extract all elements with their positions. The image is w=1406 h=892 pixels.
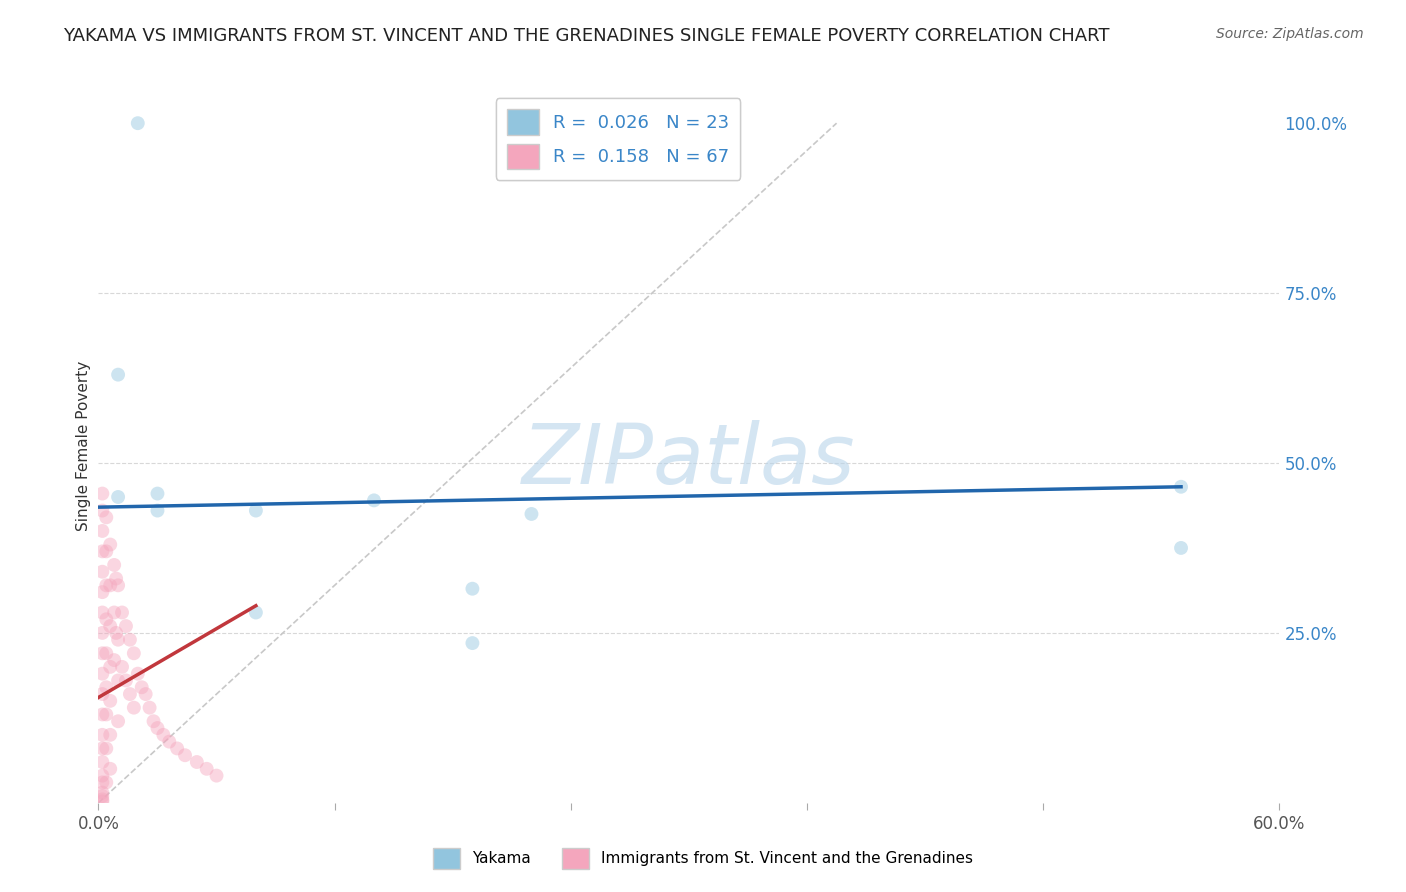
Point xyxy=(195,762,218,776)
Point xyxy=(105,572,128,586)
Point xyxy=(96,680,118,694)
Point xyxy=(520,507,543,521)
Legend: R =  0.026   N = 23, R =  0.158   N = 67: R = 0.026 N = 23, R = 0.158 N = 67 xyxy=(496,98,741,180)
Point xyxy=(96,707,118,722)
Point xyxy=(96,544,118,558)
Point xyxy=(91,741,114,756)
Point xyxy=(103,558,125,572)
Point xyxy=(1170,541,1192,555)
Point xyxy=(152,728,174,742)
Point xyxy=(107,490,129,504)
Point xyxy=(111,606,134,620)
Point xyxy=(245,503,267,517)
Point xyxy=(115,673,138,688)
Point xyxy=(146,503,169,517)
Text: ZIPatlas: ZIPatlas xyxy=(522,420,856,500)
Point xyxy=(122,646,145,660)
Point xyxy=(91,486,114,500)
Point xyxy=(107,673,129,688)
Point xyxy=(98,660,121,674)
Point xyxy=(91,755,114,769)
Point xyxy=(98,537,121,551)
Point xyxy=(91,728,114,742)
Point xyxy=(91,786,114,800)
Point xyxy=(91,565,114,579)
Point xyxy=(107,578,129,592)
Point xyxy=(91,792,114,806)
Point xyxy=(122,700,145,714)
Point xyxy=(245,606,267,620)
Text: Source: ZipAtlas.com: Source: ZipAtlas.com xyxy=(1216,27,1364,41)
Point xyxy=(96,510,118,524)
Point xyxy=(96,646,118,660)
Point xyxy=(91,606,114,620)
Point xyxy=(91,789,114,803)
Point xyxy=(115,619,138,633)
Point xyxy=(174,748,197,763)
Point xyxy=(111,660,134,674)
Point xyxy=(118,632,141,647)
Point xyxy=(127,116,149,130)
Point xyxy=(91,503,114,517)
Point xyxy=(91,687,114,701)
Point xyxy=(91,794,114,808)
Point xyxy=(105,626,128,640)
Point xyxy=(98,694,121,708)
Point xyxy=(461,582,484,596)
Point xyxy=(96,612,118,626)
Point xyxy=(91,775,114,789)
Point xyxy=(91,524,114,538)
Point xyxy=(107,714,129,729)
Point xyxy=(146,721,169,735)
Point xyxy=(103,606,125,620)
Point xyxy=(96,578,118,592)
Point xyxy=(127,666,149,681)
Point xyxy=(131,680,153,694)
Y-axis label: Single Female Poverty: Single Female Poverty xyxy=(76,361,91,531)
Text: YAKAMA VS IMMIGRANTS FROM ST. VINCENT AND THE GRENADINES SINGLE FEMALE POVERTY C: YAKAMA VS IMMIGRANTS FROM ST. VINCENT AN… xyxy=(63,27,1109,45)
Point xyxy=(91,626,114,640)
Point xyxy=(98,762,121,776)
Point xyxy=(135,687,157,701)
Point xyxy=(205,769,228,783)
Point xyxy=(138,700,160,714)
Point xyxy=(461,636,484,650)
Point xyxy=(91,646,114,660)
Point xyxy=(142,714,165,729)
Legend: Yakama, Immigrants from St. Vincent and the Grenadines: Yakama, Immigrants from St. Vincent and … xyxy=(426,841,980,875)
Point xyxy=(186,755,208,769)
Point xyxy=(1170,480,1192,494)
Point xyxy=(98,619,121,633)
Point xyxy=(98,578,121,592)
Point xyxy=(107,632,129,647)
Point xyxy=(107,368,129,382)
Point xyxy=(98,728,121,742)
Point xyxy=(91,769,114,783)
Point xyxy=(91,585,114,599)
Point xyxy=(96,741,118,756)
Point xyxy=(118,687,141,701)
Point xyxy=(363,493,385,508)
Point xyxy=(91,544,114,558)
Point xyxy=(157,734,180,748)
Point xyxy=(146,486,169,500)
Point xyxy=(103,653,125,667)
Point xyxy=(96,775,118,789)
Point xyxy=(91,666,114,681)
Point xyxy=(91,707,114,722)
Point xyxy=(166,741,188,756)
